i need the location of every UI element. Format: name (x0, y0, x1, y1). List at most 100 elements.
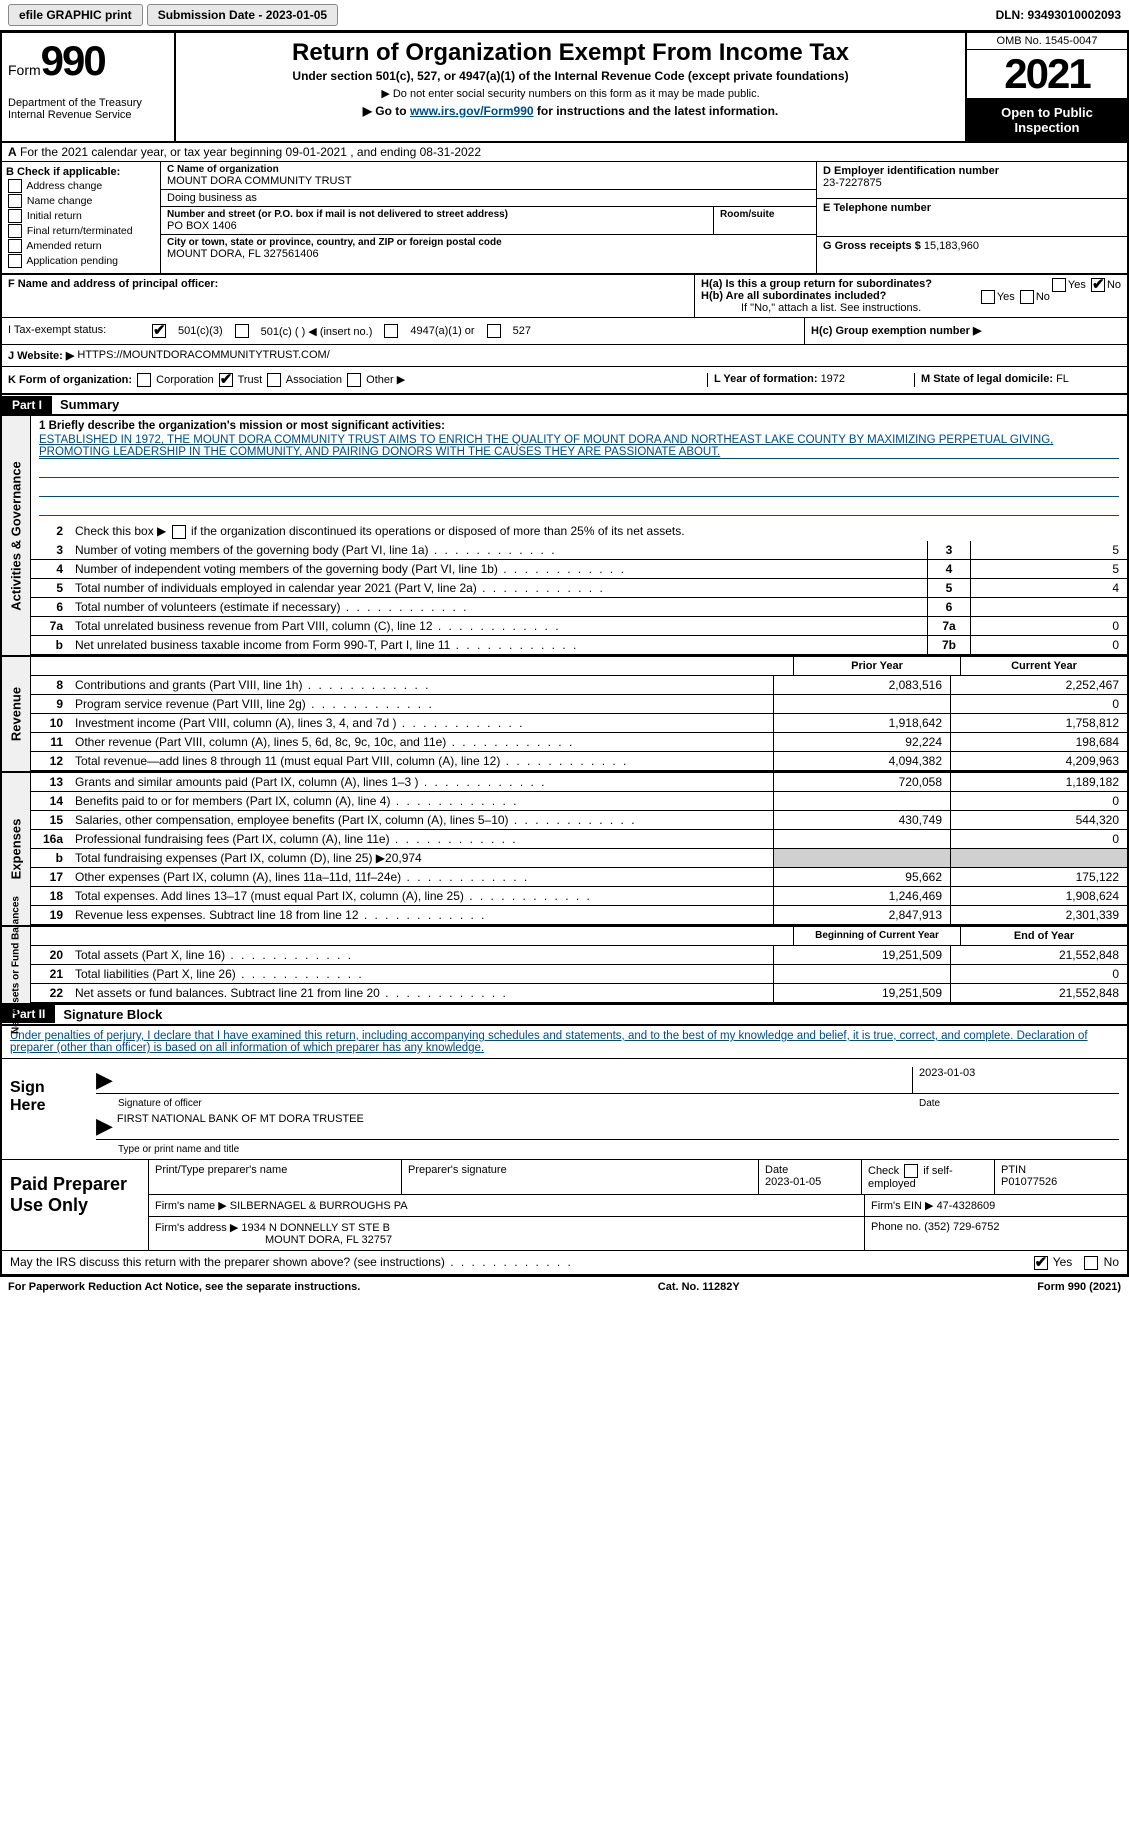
gross-value: 15,183,960 (924, 240, 979, 252)
vtab-governance: Activities & Governance (2, 416, 31, 655)
checkbox-527[interactable] (487, 324, 501, 338)
paid-preparer-label: Paid Preparer Use Only (2, 1160, 149, 1250)
line-text: Total revenue—add lines 8 through 11 (mu… (69, 752, 773, 770)
checkbox-corp[interactable] (137, 373, 151, 387)
current-value: 21,552,848 (950, 946, 1127, 964)
line-number: 21 (31, 965, 69, 983)
tax-exempt-row: I Tax-exempt status: 501(c)(3) 501(c) ( … (0, 318, 1129, 345)
discuss-no-label: No (1104, 1255, 1119, 1269)
goto-pre: ▶ Go to (363, 104, 410, 118)
vtab-governance-label: Activities & Governance (9, 461, 24, 611)
firm-ein: 47-4328609 (937, 1200, 996, 1212)
current-value (950, 849, 1127, 867)
prior-value: 95,662 (773, 868, 950, 886)
ein-value: 23-7227875 (823, 177, 882, 189)
hb-no-checkbox[interactable] (1020, 290, 1034, 304)
website-label: J Website: ▶ (8, 349, 74, 362)
mission-text[interactable]: ESTABLISHED IN 1972, THE MOUNT DORA COMM… (39, 434, 1119, 459)
checkbox-address-change[interactable] (8, 179, 22, 193)
data-line: 14 Benefits paid to or for members (Part… (31, 792, 1127, 811)
current-value: 1,758,812 (950, 714, 1127, 732)
data-line: 19 Revenue less expenses. Subtract line … (31, 906, 1127, 925)
line-number: b (31, 849, 69, 867)
gov-line: 7a Total unrelated business revenue from… (31, 617, 1127, 636)
line-text: Other revenue (Part VIII, column (A), li… (69, 733, 773, 751)
submission-date-button[interactable]: Submission Date - 2023-01-05 (147, 4, 338, 26)
firm-name-label: Firm's name ▶ (155, 1200, 227, 1212)
checkbox-4947a1[interactable] (384, 324, 398, 338)
checkbox-amended[interactable] (8, 239, 22, 253)
prior-value: 1,918,642 (773, 714, 950, 732)
line-text: Benefits paid to or for members (Part IX… (69, 792, 773, 810)
top-bar: efile GRAPHIC print Submission Date - 20… (0, 0, 1129, 31)
footer-right: Form 990 (2021) (1037, 1281, 1121, 1293)
data-line: 16a Professional fundraising fees (Part … (31, 830, 1127, 849)
line-cell-num: 3 (927, 541, 971, 559)
prior-value: 4,094,382 (773, 752, 950, 770)
declaration-link[interactable]: Under penalties of perjury, I declare th… (10, 1030, 1088, 1054)
column-c: C Name of organization MOUNT DORA COMMUN… (161, 162, 816, 273)
checkbox-501c3[interactable] (152, 324, 166, 338)
checkbox-other-org[interactable] (347, 373, 361, 387)
label-final-return: Final return/terminated (27, 225, 133, 237)
page-footer: For Paperwork Reduction Act Notice, see … (0, 1276, 1129, 1297)
checkbox-assoc[interactable] (267, 373, 281, 387)
form-title: Return of Organization Exempt From Incom… (188, 39, 953, 67)
line-number: 12 (31, 752, 69, 770)
line-number: 10 (31, 714, 69, 732)
footer-left: For Paperwork Reduction Act Notice, see … (8, 1281, 360, 1293)
org-name: MOUNT DORA COMMUNITY TRUST (167, 175, 810, 187)
current-value: 175,122 (950, 868, 1127, 886)
line-text: Professional fundraising fees (Part IX, … (69, 830, 773, 848)
city-value: MOUNT DORA, FL 327561406 (167, 248, 810, 260)
irs-link[interactable]: www.irs.gov/Form990 (410, 104, 534, 118)
data-line: 11 Other revenue (Part VIII, column (A),… (31, 733, 1127, 752)
label-initial-return: Initial return (27, 210, 82, 222)
line-number: 3 (31, 541, 69, 559)
checkbox-initial-return[interactable] (8, 209, 22, 223)
org-name-label: C Name of organization (167, 164, 810, 175)
discuss-no-checkbox[interactable] (1084, 1256, 1098, 1270)
data-line: 15 Salaries, other compensation, employe… (31, 811, 1127, 830)
year-formation: 1972 (821, 373, 845, 385)
signature-block: Under penalties of perjury, I declare th… (0, 1026, 1129, 1276)
current-value: 2,252,467 (950, 676, 1127, 694)
checkbox-final-return[interactable] (8, 224, 22, 238)
goto-post: for instructions and the latest informat… (534, 104, 779, 118)
sig-date-value: 2023-01-03 (912, 1067, 1119, 1093)
officer-name: FIRST NATIONAL BANK OF MT DORA TRUSTEE (117, 1113, 364, 1139)
checkbox-discontinued[interactable] (172, 525, 186, 539)
label-corp: Corporation (156, 374, 213, 386)
current-value: 21,552,848 (950, 984, 1127, 1002)
arrow-icon: ▶ (96, 1067, 117, 1093)
ha-yes-checkbox[interactable] (1052, 278, 1066, 292)
checkbox-app-pending[interactable] (8, 254, 22, 268)
line-number: 4 (31, 560, 69, 578)
line-number: 14 (31, 792, 69, 810)
prior-value (773, 792, 950, 810)
data-line: b Total fundraising expenses (Part IX, c… (31, 849, 1127, 868)
street-label: Number and street (or P.O. box if mail i… (167, 209, 707, 220)
korg-label: K Form of organization: (8, 374, 132, 386)
discuss-yes-checkbox[interactable] (1034, 1256, 1048, 1270)
checkbox-trust[interactable] (219, 373, 233, 387)
hb-note: If "No," attach a list. See instructions… (701, 302, 1121, 314)
efile-button[interactable]: efile GRAPHIC print (8, 4, 143, 26)
checkbox-name-change[interactable] (8, 194, 22, 208)
ha-no-checkbox[interactable] (1091, 278, 1105, 292)
firm-ein-label: Firm's EIN ▶ (871, 1200, 934, 1212)
hb-yes-checkbox[interactable] (981, 290, 995, 304)
line-number: 17 (31, 868, 69, 886)
ptin-label: PTIN (1001, 1164, 1026, 1176)
label-4947a1: 4947(a)(1) or (410, 325, 474, 337)
gross-label: G Gross receipts $ (823, 240, 921, 252)
col-b-header: B Check if applicable: (6, 166, 156, 178)
line-text: Total number of volunteers (estimate if … (69, 598, 927, 616)
line-number: 5 (31, 579, 69, 597)
prior-value: 19,251,509 (773, 984, 950, 1002)
label-assoc: Association (286, 374, 342, 386)
checkbox-501c-other[interactable] (235, 324, 249, 338)
checkbox-self-employed[interactable] (904, 1164, 918, 1178)
line-number: 22 (31, 984, 69, 1002)
line-value: 0 (971, 636, 1127, 654)
